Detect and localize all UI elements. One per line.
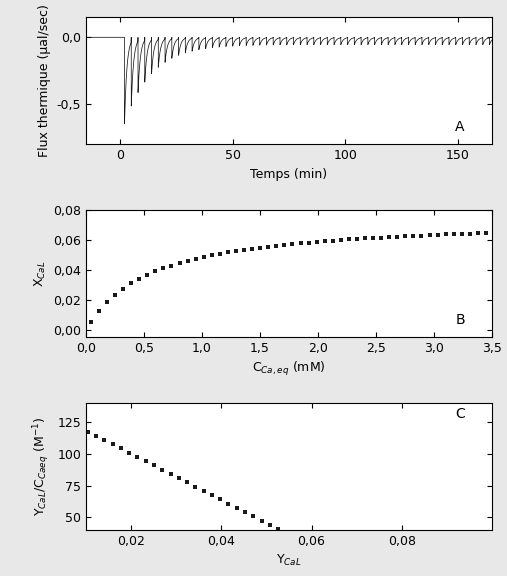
Y-axis label: X$_{CaL}$: X$_{CaL}$ [32, 260, 48, 287]
Y-axis label: Flux thermique (μal/sec): Flux thermique (μal/sec) [38, 4, 51, 157]
X-axis label: Temps (min): Temps (min) [250, 168, 328, 181]
Y-axis label: Y$_{CaL}$/C$_{Caeq}$ (M$^{-1}$): Y$_{CaL}$/C$_{Caeq}$ (M$^{-1}$) [31, 417, 52, 516]
X-axis label: C$_{Ca,eq}$ (mM): C$_{Ca,eq}$ (mM) [252, 361, 326, 378]
X-axis label: Y$_{CaL}$: Y$_{CaL}$ [276, 554, 302, 569]
Text: A: A [455, 120, 465, 134]
Text: C: C [455, 407, 465, 421]
Text: B: B [455, 313, 465, 327]
